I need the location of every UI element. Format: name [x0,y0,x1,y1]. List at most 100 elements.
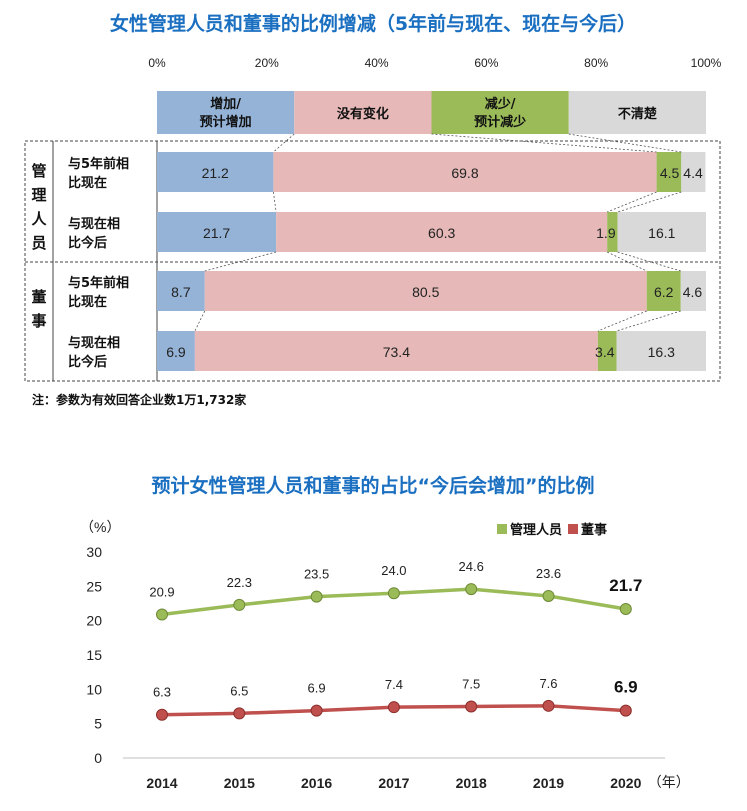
bar-segment [681,152,706,192]
bar-value-label: 69.8 [451,165,478,181]
group-label: 人 [31,210,47,228]
line-chart-title: 预计女性管理人员和董事的占比“今后会增加”的比例 [152,474,595,497]
connector-line [272,191,277,213]
line-y-tick: 0 [94,750,102,766]
row-label: 与现在相 [68,216,120,232]
line-value-label: 6.5 [230,683,248,698]
line-x-tick: 2016 [301,775,332,791]
line-value-label: 22.3 [227,575,252,590]
bar-note: 注：参数为有效回答企业数1万1,732家 [32,392,247,407]
line-point [310,590,323,603]
group-label: 董 [31,288,46,306]
line-value-label: 6.9 [614,678,638,697]
connector-line [617,191,682,213]
legend-swatch [294,91,432,134]
bar-segment [157,331,195,371]
line-x-tick: 2017 [378,775,409,791]
bar-segment [680,271,706,311]
line-series: 20.9 22.3 23.5 24.0 24.6 23.6 21.7 6.3 6.5 6.9 7.4… [149,559,642,721]
line-legend: 管理人员 董事 [497,522,607,538]
bar-legend: 增加/预计增加 没有变化 减少/预计减少 不清楚 [157,91,706,134]
bar-value-label: 21.2 [202,165,229,181]
legend-label: 预计增加 [200,114,252,130]
connector-line [568,133,682,153]
connector-line [607,251,647,272]
bar-value-label: 6.9 [166,344,186,360]
line-x-unit: （年） [648,774,690,790]
line-point [387,701,400,714]
line-point [542,699,555,712]
line-point [542,589,555,602]
bar-value-label: 3.4 [595,344,615,360]
bar-value-label: 73.4 [383,344,410,360]
line-axes: 0 5 10 15 20 25 30 2014 2015 2016 2017 2018 2019 2020… [86,544,689,791]
connector-line [616,310,681,332]
line-point [310,704,323,717]
bar-segment [607,212,618,252]
bar-value-label: 4.5 [660,165,680,181]
line-legend-swatch [497,524,507,534]
bar-value-label: 21.7 [203,225,230,241]
line-value-label: 6.9 [308,681,326,696]
row-label: 与现在相 [68,335,120,351]
line-point [233,707,246,720]
bar-segment [597,331,617,371]
connector-line [273,133,295,153]
line-value-label: 24.6 [459,559,484,574]
bar-x-tick: 0% [148,56,166,70]
line-value-label: 23.6 [536,566,561,581]
connector-line [607,191,657,213]
line-point [465,583,478,596]
group-label: 管 [31,162,46,180]
connector-line [431,133,657,153]
bar-segment [157,271,205,311]
bar-value-label: 60.3 [428,225,455,241]
legend-swatch [157,91,295,134]
connector-line [597,310,647,332]
line-x-tick: 2014 [146,775,177,791]
legend-label: 增加/ [210,96,241,112]
bar-segment [157,152,274,192]
line-value-label: 20.9 [149,584,174,599]
line-x-tick: 2020 [610,775,641,791]
bar-x-tick: 100% [691,56,722,70]
line-point [387,587,400,600]
group-label: 理 [31,186,46,204]
line-point [619,602,632,615]
bar-segment [204,271,647,311]
line-y-tick: 30 [86,544,102,560]
bar-x-tick: 80% [584,56,608,70]
row-label: 比今后 [68,235,107,251]
bar-x-tick: 40% [365,56,389,70]
bar-segment [646,271,681,311]
bar-x-ticks: 0% 20% 40% 60% 80% 100% [148,56,721,70]
bar-value-label: 4.4 [683,165,703,181]
bar-segment [194,331,598,371]
row-label: 与5年前相 [68,275,129,291]
bar-value-label: 80.5 [412,284,439,300]
line-point [233,598,246,611]
group-label: 事 [31,312,46,330]
line-legend-swatch [568,524,578,534]
bar-value-label: 4.6 [683,284,703,300]
line-value-label: 23.5 [304,567,329,582]
bar-segment [656,152,682,192]
line-point [619,704,632,717]
line-legend-label: 董事 [581,522,607,538]
legend-label: 减少/ [485,96,516,112]
bar-value-label: 16.1 [648,225,675,241]
legend-label: 预计减少 [474,114,526,130]
line-point [465,700,478,713]
row-label: 比今后 [68,354,107,370]
line-y-tick: 10 [86,681,102,697]
connector-line [617,251,681,272]
legend-swatch [568,91,706,134]
bar-x-tick: 20% [255,56,279,70]
line-value-label: 7.5 [462,677,480,692]
line-x-tick: 2019 [533,775,564,791]
bar-segment [616,331,706,371]
bar-segment [273,152,657,192]
